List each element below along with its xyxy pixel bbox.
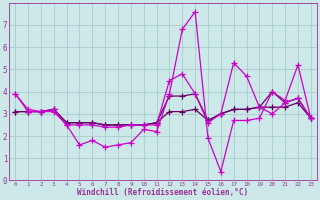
X-axis label: Windchill (Refroidissement éolien,°C): Windchill (Refroidissement éolien,°C) — [77, 188, 249, 197]
